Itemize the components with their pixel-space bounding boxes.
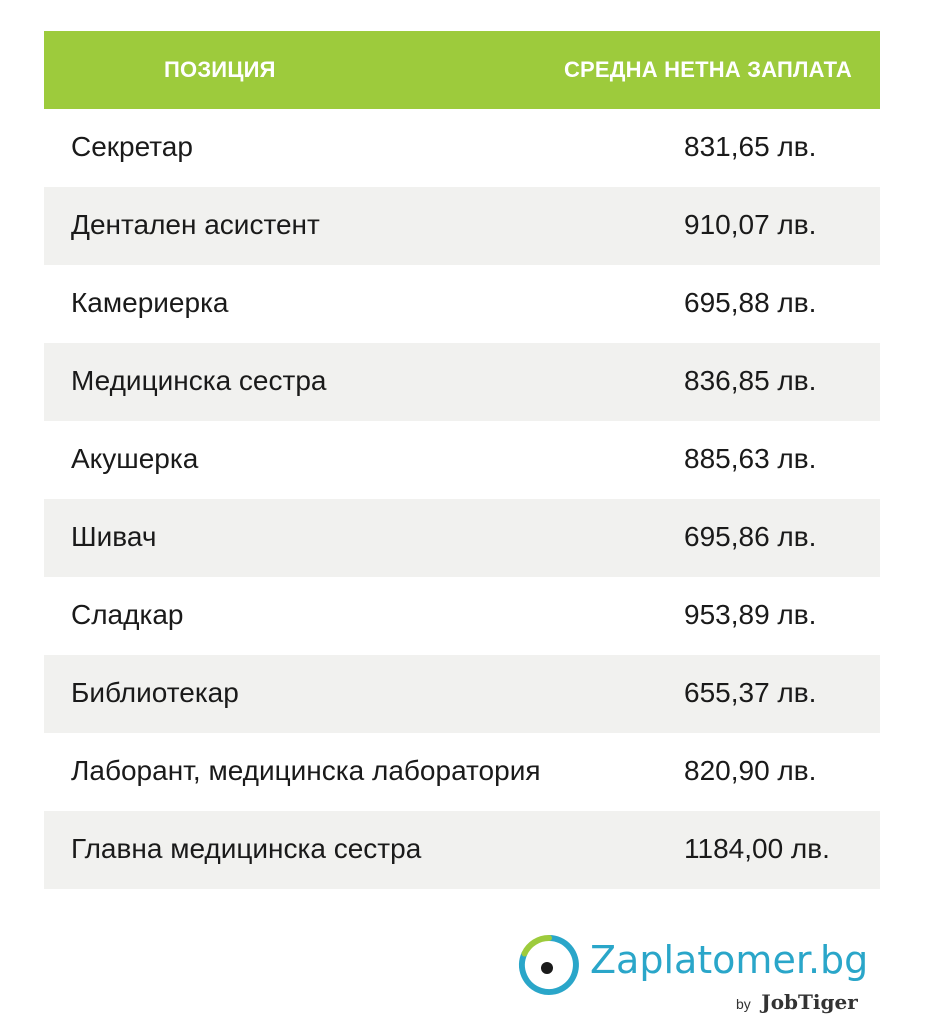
table-row: Дентален асистент 910,07 лв.	[44, 187, 880, 265]
row-salary: 695,88 лв.	[684, 287, 817, 318]
table-row: Акушерка 885,63 лв.	[44, 421, 880, 499]
table-header: ПОЗИЦИЯ СРЕДНА НЕТНА ЗАПЛАТА	[44, 31, 880, 109]
row-salary: 885,63 лв.	[684, 443, 817, 474]
brand-company: JobTiger	[761, 990, 858, 1014]
brand-name: Zaplatomer.bg	[590, 938, 869, 982]
row-salary: 1184,00 лв.	[684, 833, 830, 864]
row-salary: 820,90 лв.	[684, 755, 817, 786]
row-salary: 695,86 лв.	[684, 521, 817, 552]
row-salary: 831,65 лв.	[684, 131, 817, 162]
header-position: ПОЗИЦИЯ	[164, 57, 276, 82]
brand-byline: by JobTiger	[736, 990, 858, 1014]
brand-by-text: by	[736, 996, 751, 1012]
row-position: Сладкар	[71, 599, 184, 630]
table-row: Медицинска сестра 836,85 лв.	[44, 343, 880, 421]
row-position: Дентален асистент	[71, 209, 320, 240]
row-position: Секретар	[71, 131, 193, 162]
table-row: Лаборант, медицинска лаборатория 820,90 …	[44, 733, 880, 811]
row-position: Шивач	[71, 521, 157, 552]
row-position: Акушерка	[71, 443, 199, 474]
table-row: Шивач 695,86 лв.	[44, 499, 880, 577]
row-salary: 655,37 лв.	[684, 677, 817, 708]
row-salary: 953,89 лв.	[684, 599, 817, 630]
row-position: Лаборант, медицинска лаборатория	[71, 755, 541, 786]
row-salary: 910,07 лв.	[684, 209, 817, 240]
table-row: Главна медицинска сестра 1184,00 лв.	[44, 811, 880, 889]
brand-logo-block: Zaplatomer.bg by JobTiger	[516, 930, 886, 1016]
salary-table: ПОЗИЦИЯ СРЕДНА НЕТНА ЗАПЛАТА Секретар 83…	[44, 31, 880, 889]
circle-dot-logo-icon	[518, 934, 579, 995]
header-salary: СРЕДНА НЕТНА ЗАПЛАТА	[563, 57, 852, 82]
table-row: Библиотекар 655,37 лв.	[44, 655, 880, 733]
row-position: Главна медицинска сестра	[71, 833, 422, 864]
table-row: Камериерка 695,88 лв.	[44, 265, 880, 343]
table-row: Сладкар 953,89 лв.	[44, 577, 880, 655]
row-position: Камериерка	[71, 287, 229, 318]
table-row: Секретар 831,65 лв.	[44, 109, 880, 187]
row-position: Библиотекар	[71, 677, 239, 708]
row-position: Медицинска сестра	[71, 365, 327, 396]
row-salary: 836,85 лв.	[684, 365, 817, 396]
